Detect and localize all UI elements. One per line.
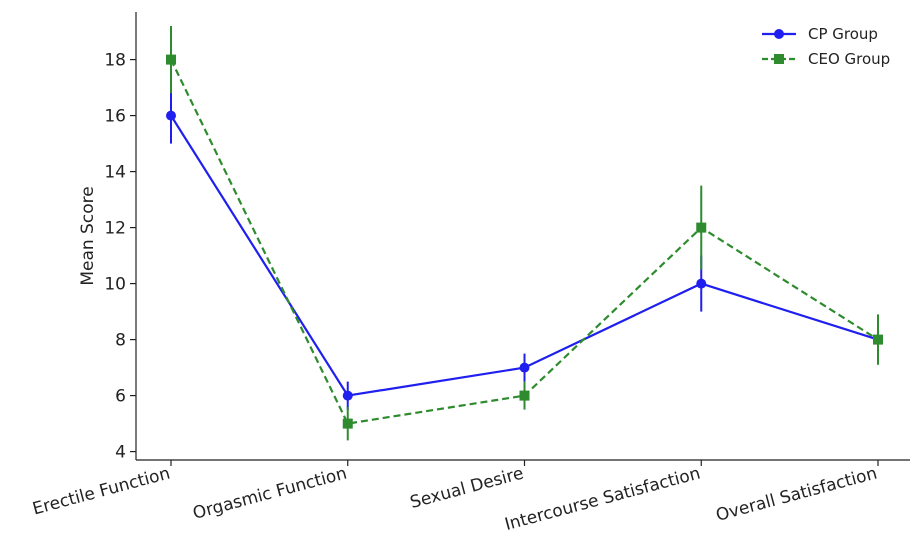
axes xyxy=(135,12,910,461)
data-point xyxy=(519,390,530,401)
legend-marker xyxy=(774,29,784,39)
y-tick-label: 10 xyxy=(104,275,126,295)
y-tick-label: 4 xyxy=(115,443,126,463)
data-point xyxy=(166,54,176,65)
y-tick-label: 14 xyxy=(104,163,126,183)
x-tick-label: Overall Satisfaction xyxy=(714,464,879,526)
y-tick-label: 8 xyxy=(115,331,126,351)
y-ticks: 4 6 8 10 12 14 16 18 xyxy=(104,51,136,463)
data-point xyxy=(342,418,353,429)
legend-marker xyxy=(774,54,784,64)
x-tick-label: Orgasmic Function xyxy=(191,464,349,524)
x-tick-label: Sexual Desire xyxy=(408,464,526,513)
data-point xyxy=(696,222,707,233)
legend: CP Group CEO Group xyxy=(762,25,890,68)
data-point xyxy=(342,390,353,401)
y-axis-label: Mean Score xyxy=(78,186,98,285)
y-tick-label: 16 xyxy=(104,107,126,127)
x-ticks: Erectile Function Orgasmic Function Sexual… xyxy=(30,460,879,535)
y-tick-label: 6 xyxy=(115,387,126,407)
series-cp-group xyxy=(166,87,883,410)
x-tick-label: Intercourse Satisfaction xyxy=(503,464,703,535)
series-layer xyxy=(166,26,883,441)
x-tick-label: Erectile Function xyxy=(30,464,172,520)
legend-label: CP Group xyxy=(808,25,878,43)
y-tick-label: 18 xyxy=(104,51,126,71)
legend-label: CEO Group xyxy=(808,50,890,68)
y-tick-label: 12 xyxy=(104,219,126,239)
data-point xyxy=(696,278,707,289)
data-point xyxy=(519,362,530,373)
data-point xyxy=(166,110,176,121)
data-point xyxy=(873,334,883,345)
series-ceo-group xyxy=(166,26,883,441)
